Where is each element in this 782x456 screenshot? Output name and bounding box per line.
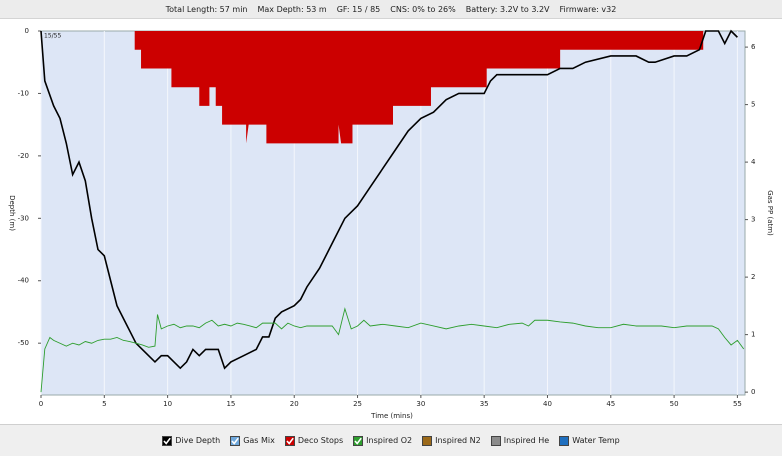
x-tick-label: 50 xyxy=(670,400,679,408)
legend-checkbox[interactable] xyxy=(230,435,241,446)
x-tick-label: 10 xyxy=(163,400,172,408)
legend-checkbox[interactable] xyxy=(422,435,433,446)
legend-item[interactable]: Inspired O2 xyxy=(353,435,413,446)
check-mark xyxy=(354,437,362,445)
check-mark xyxy=(163,437,172,445)
legend-checkbox[interactable] xyxy=(162,435,173,446)
corner-label: 15/55 xyxy=(44,33,61,40)
y2-tick-label: 5 xyxy=(751,101,755,109)
y-tick-label: -50 xyxy=(18,339,29,347)
x-tick-label: 5 xyxy=(102,400,106,408)
y-tick-label: -10 xyxy=(18,89,29,97)
legend-swatch xyxy=(284,435,295,446)
check-mark xyxy=(286,437,294,445)
info-item: Max Depth: 53 m xyxy=(257,4,327,14)
series-line xyxy=(40,307,745,393)
x-axis-title: Time (mins) xyxy=(370,412,413,420)
y-axis-title: Depth (m) xyxy=(8,195,16,231)
chart: Time (mins) Depth (m) Gas PP (atm) 0 5 10 1… xyxy=(8,27,774,420)
x-tick-label: 45 xyxy=(606,400,615,408)
legend-item[interactable]: Dive Depth xyxy=(162,435,221,446)
y2-tick-label: 3 xyxy=(751,216,755,224)
legend-checkbox[interactable] xyxy=(559,435,570,446)
x-tick-label: 55 xyxy=(733,400,742,408)
x-tick-label: 30 xyxy=(416,400,425,408)
check-mark xyxy=(231,437,240,445)
x-tick-label: 35 xyxy=(480,400,489,408)
legend-checkbox[interactable] xyxy=(490,435,501,446)
legend-label: Dive Depth xyxy=(175,436,221,445)
x-tick-label: 25 xyxy=(353,400,362,408)
legend-item[interactable]: Deco Stops xyxy=(284,435,344,446)
info-item: CNS: 0% to 26% xyxy=(390,4,456,14)
legend-item[interactable]: Gas Mix xyxy=(230,435,275,446)
legend-swatch xyxy=(559,435,570,446)
y2-tick-label: 2 xyxy=(751,273,755,281)
legend-swatch xyxy=(162,435,173,446)
legend-item[interactable]: Water Temp xyxy=(559,435,620,446)
info-item: Firmware: v32 xyxy=(559,4,617,14)
x-tick-label: 0 xyxy=(39,400,43,408)
legend-item[interactable]: Inspired N2 xyxy=(422,435,481,446)
info-item: GF: 15 / 85 xyxy=(336,4,381,14)
legend-swatch xyxy=(353,435,364,446)
legend-swatch xyxy=(230,435,241,446)
y2-tick-label: 0 xyxy=(751,388,755,396)
y2-tick-label: 4 xyxy=(751,158,756,166)
series-line xyxy=(40,29,738,370)
legend: Dive Depth Gas Mix Deco Stops Inspired O2 In… xyxy=(0,424,782,456)
info-bar: Total Length: 57 min Max Depth: 53 m GF: 1… xyxy=(0,0,782,19)
x-tick-label: 40 xyxy=(543,400,552,408)
legend-label: Water Temp xyxy=(572,436,620,445)
y-tick-label: -20 xyxy=(18,152,29,160)
y2-tick-label: 6 xyxy=(751,43,756,51)
legend-label: Inspired O2 xyxy=(366,436,413,445)
legend-checkbox[interactable] xyxy=(353,435,364,446)
y2-axis-title: Gas PP (atm) xyxy=(766,190,774,236)
y2-tick-label: 1 xyxy=(751,331,755,339)
legend-label: Inspired He xyxy=(503,436,550,445)
legend-label: Inspired N2 xyxy=(435,436,481,445)
y-tick-label: -30 xyxy=(18,214,29,222)
x-tick-label: 20 xyxy=(290,400,299,408)
deco-area xyxy=(134,31,704,144)
y-tick-label: 0 xyxy=(25,27,29,35)
legend-swatch xyxy=(422,435,433,446)
info-item: Battery: 3.2V to 3.2V xyxy=(465,4,550,14)
info-item: Total Length: 57 min xyxy=(165,4,248,14)
legend-checkbox[interactable] xyxy=(284,435,295,446)
y-tick-label: -40 xyxy=(18,277,29,285)
x-tick-label: 15 xyxy=(226,400,235,408)
legend-label: Gas Mix xyxy=(243,436,275,445)
legend-swatch xyxy=(490,435,501,446)
legend-label: Deco Stops xyxy=(297,436,344,445)
legend-item[interactable]: Inspired He xyxy=(490,435,550,446)
